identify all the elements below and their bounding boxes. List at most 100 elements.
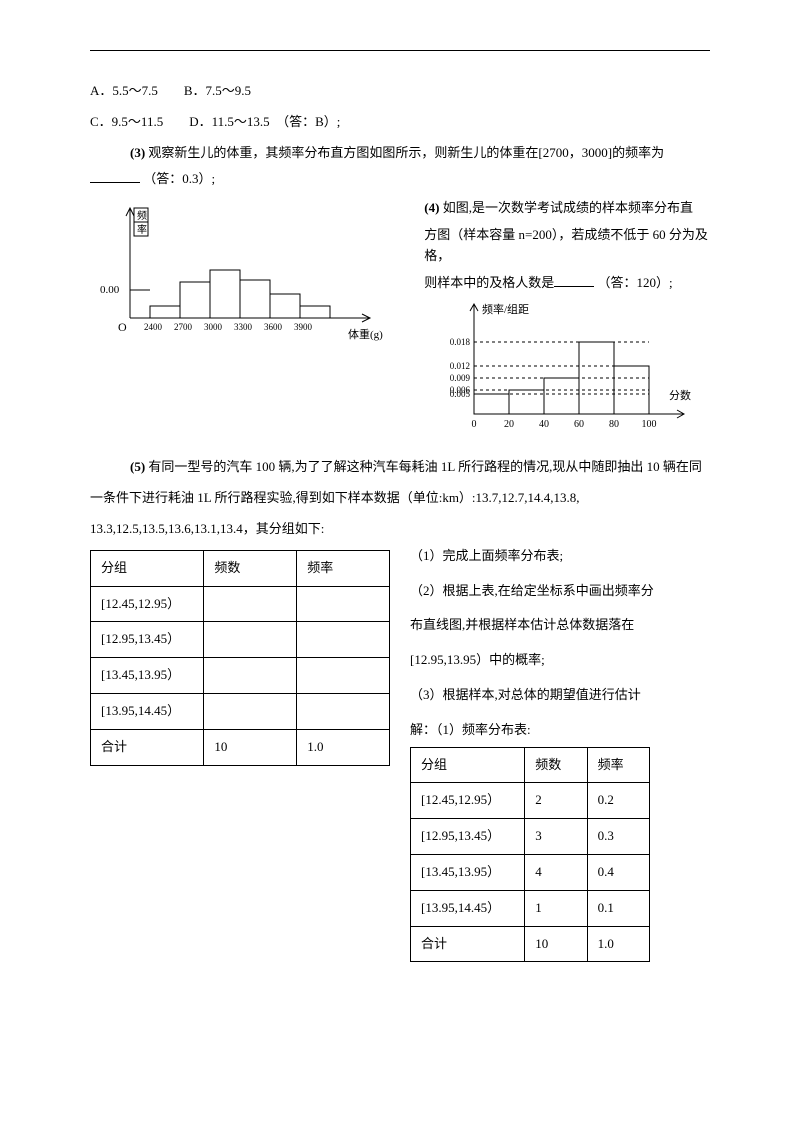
answer-line-2: C．9.5～11.5 D．11.5～13.5 （答：B）;	[90, 112, 710, 133]
q3-ans-line: （答：0.3）;	[90, 169, 710, 190]
top-rule	[90, 50, 710, 51]
svg-text:0.012: 0.012	[450, 361, 470, 371]
q5-l3: 13.3,12.5,13.5,13.6,13.1,13.4，其分组如下:	[90, 519, 710, 540]
svg-text:3300: 3300	[234, 322, 253, 332]
q4-l1: (4) 如图,是一次数学考试成绩的样本频率分布直	[424, 198, 710, 219]
svg-text:2400: 2400	[144, 322, 163, 332]
svg-text:2700: 2700	[174, 322, 193, 332]
table-cell	[297, 693, 390, 729]
svg-text:0: 0	[472, 419, 477, 430]
table-cell: 3	[525, 819, 587, 855]
q4-t3a: 则样本中的及格人数是	[424, 275, 554, 290]
table-header: 分组	[91, 550, 204, 586]
rt-p5: （3）根据样本,对总体的期望值进行估计	[410, 685, 710, 706]
answer-line-1: A．5.5～7.5 B．7.5～9.5	[90, 81, 710, 102]
q4-prefix: (4)	[424, 200, 439, 215]
table-cell: 0.1	[587, 890, 649, 926]
svg-text:3900: 3900	[294, 322, 313, 332]
table-row: [12.45,12.95）	[91, 586, 390, 622]
col-right: （1）完成上面频率分布表; （2）根据上表,在给定坐标系中画出频率分 布直线图,…	[410, 546, 710, 963]
table-cell	[204, 693, 297, 729]
table-cell: [13.45,13.95）	[91, 658, 204, 694]
table-cell: 0.2	[587, 783, 649, 819]
table-cell	[204, 622, 297, 658]
table-cell: [13.95,14.45）	[91, 693, 204, 729]
table-row: [12.95,13.45）30.3	[411, 819, 650, 855]
table-header: 频率	[297, 550, 390, 586]
table-cell: 10	[525, 926, 587, 962]
table-cell: 1	[525, 890, 587, 926]
chart2-svg: 频率/组距 分数 0.0180.0120.0090.0060.005 02040…	[424, 299, 704, 449]
q3-prefix: (3)	[130, 145, 145, 160]
col-left: 分组频数频率 [12.45,12.95）[12.95,13.45）[13.45,1…	[90, 546, 390, 766]
svg-text:0.00: 0.00	[100, 284, 120, 296]
q3-line: (3) 观察新生儿的体重，其频率分布直方图如图所示，则新生儿的体重在[2700，…	[90, 143, 710, 164]
svg-text:0.018: 0.018	[450, 337, 471, 347]
svg-text:3600: 3600	[264, 322, 283, 332]
q4-t3b: （答：120）;	[598, 275, 673, 290]
svg-text:频: 频	[137, 209, 147, 222]
svg-text:100: 100	[642, 419, 657, 430]
table-row: [13.95,14.45）10.1	[411, 890, 650, 926]
chart1-container: 频 率 0.00 O 2400 2700 3000 3300 3600 3900 体重(g…	[90, 198, 404, 449]
table-cell: [13.95,14.45）	[411, 890, 525, 926]
svg-text:20: 20	[504, 419, 514, 430]
table-cell: 1.0	[297, 729, 390, 765]
table-cell: [12.45,12.95）	[411, 783, 525, 819]
table-cell	[297, 658, 390, 694]
rt-p1: （1）完成上面频率分布表;	[410, 546, 710, 567]
svg-text:80: 80	[609, 419, 619, 430]
rt-p6: 解：（1）频率分布表:	[410, 720, 710, 741]
q3-ans: （答：0.3）;	[143, 171, 215, 186]
svg-text:0.005: 0.005	[450, 389, 471, 399]
table-row: [12.45,12.95）20.2	[411, 783, 650, 819]
table-cell	[204, 586, 297, 622]
svg-text:分数: 分数	[669, 389, 691, 402]
table-cell: [13.45,13.95）	[411, 854, 525, 890]
rt-p2: （2）根据上表,在给定坐标系中画出频率分	[410, 581, 710, 602]
q3-text: 观察新生儿的体重，其频率分布直方图如图所示，则新生儿的体重在[2700，3000…	[148, 145, 664, 160]
table-cell: 合计	[411, 926, 525, 962]
svg-text:O: O	[118, 320, 127, 334]
chart1-svg: 频 率 0.00 O 2400 2700 3000 3300 3600 3900 体重(g…	[90, 198, 390, 358]
table-cell: 1.0	[587, 926, 649, 962]
q4-text-block: (4) 如图,是一次数学考试成绩的样本频率分布直 方图（样本容量 n=200），…	[424, 198, 710, 449]
table-cell	[204, 658, 297, 694]
q5-t1: 有同一型号的汽车 100 辆,为了了解这种汽车每耗油 1L 所行路程的情况,现从…	[148, 459, 701, 474]
table-cell: [12.95,13.45）	[411, 819, 525, 855]
table-header: 频数	[525, 747, 587, 783]
table-cell: 10	[204, 729, 297, 765]
table-cell: 2	[525, 783, 587, 819]
table-cell: 0.4	[587, 854, 649, 890]
table-row: [13.95,14.45）	[91, 693, 390, 729]
svg-text:60: 60	[574, 419, 584, 430]
table-cell	[297, 586, 390, 622]
q5-l1: (5) 有同一型号的汽车 100 辆,为了了解这种汽车每耗油 1L 所行路程的情…	[90, 457, 710, 478]
table-row: [13.45,13.95）	[91, 658, 390, 694]
svg-text:3000: 3000	[204, 322, 223, 332]
q4-l2: 方图（样本容量 n=200），若成绩不低于 60 分为及格，	[424, 225, 710, 267]
svg-text:体重(g): 体重(g)	[348, 327, 383, 341]
q5-l2: 一条件下进行耗油 1L 所行路程实验,得到如下样本数据（单位:km）:13.7,…	[90, 488, 710, 509]
table-cell: 0.3	[587, 819, 649, 855]
q4-l3: 则样本中的及格人数是 （答：120）;	[424, 273, 710, 294]
table2: 分组频数频率[12.45,12.95）20.2[12.95,13.45）30.3…	[410, 747, 650, 963]
svg-text:率: 率	[137, 223, 147, 236]
table-cell: [12.45,12.95）	[91, 586, 204, 622]
q3-blank	[90, 169, 140, 183]
table-header: 频数	[204, 550, 297, 586]
svg-text:频率/组距: 频率/组距	[482, 302, 529, 316]
table-header: 分组	[411, 747, 525, 783]
rt-p3: 布直线图,并根据样本估计总体数据落在	[410, 615, 710, 636]
table-cell: 4	[525, 854, 587, 890]
svg-text:40: 40	[539, 419, 549, 430]
q5-prefix: (5)	[130, 459, 145, 474]
table-row: 合计101.0	[411, 926, 650, 962]
q4-blank	[554, 273, 594, 287]
svg-text:0.009: 0.009	[450, 373, 471, 383]
table-header: 频率	[587, 747, 649, 783]
table-row: [13.45,13.95）40.4	[411, 854, 650, 890]
rt-p4: [12.95,13.95）中的概率;	[410, 650, 710, 671]
table-row: 合计101.0	[91, 729, 390, 765]
table-row: [12.95,13.45）	[91, 622, 390, 658]
